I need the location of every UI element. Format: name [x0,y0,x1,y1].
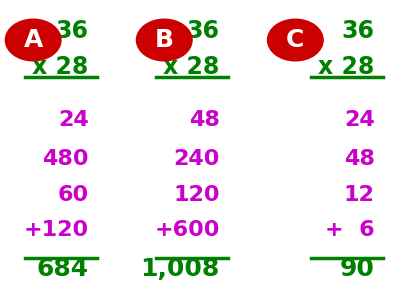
Text: 12: 12 [344,184,375,205]
Text: 120: 120 [173,184,220,205]
Circle shape [136,19,192,61]
Text: A: A [24,28,43,52]
Text: 48: 48 [344,149,375,169]
Text: 60: 60 [58,184,89,205]
Text: B: B [155,28,174,52]
Text: +  6: + 6 [325,220,375,240]
Text: 684: 684 [37,257,89,281]
Text: 240: 240 [174,149,220,169]
Text: x 28: x 28 [318,55,375,79]
Text: x 28: x 28 [164,55,220,79]
Text: 90: 90 [340,257,375,281]
Text: 48: 48 [189,110,220,130]
Text: +120: +120 [24,220,89,240]
Text: 24: 24 [58,110,89,130]
Text: 36: 36 [187,19,220,43]
Text: 24: 24 [344,110,375,130]
Text: C: C [286,28,304,52]
Circle shape [268,19,323,61]
Text: 480: 480 [42,149,89,169]
Text: 1,008: 1,008 [141,257,220,281]
Text: 36: 36 [56,19,89,43]
Text: x 28: x 28 [32,55,89,79]
Text: +600: +600 [154,220,220,240]
Circle shape [5,19,61,61]
Text: 36: 36 [342,19,375,43]
